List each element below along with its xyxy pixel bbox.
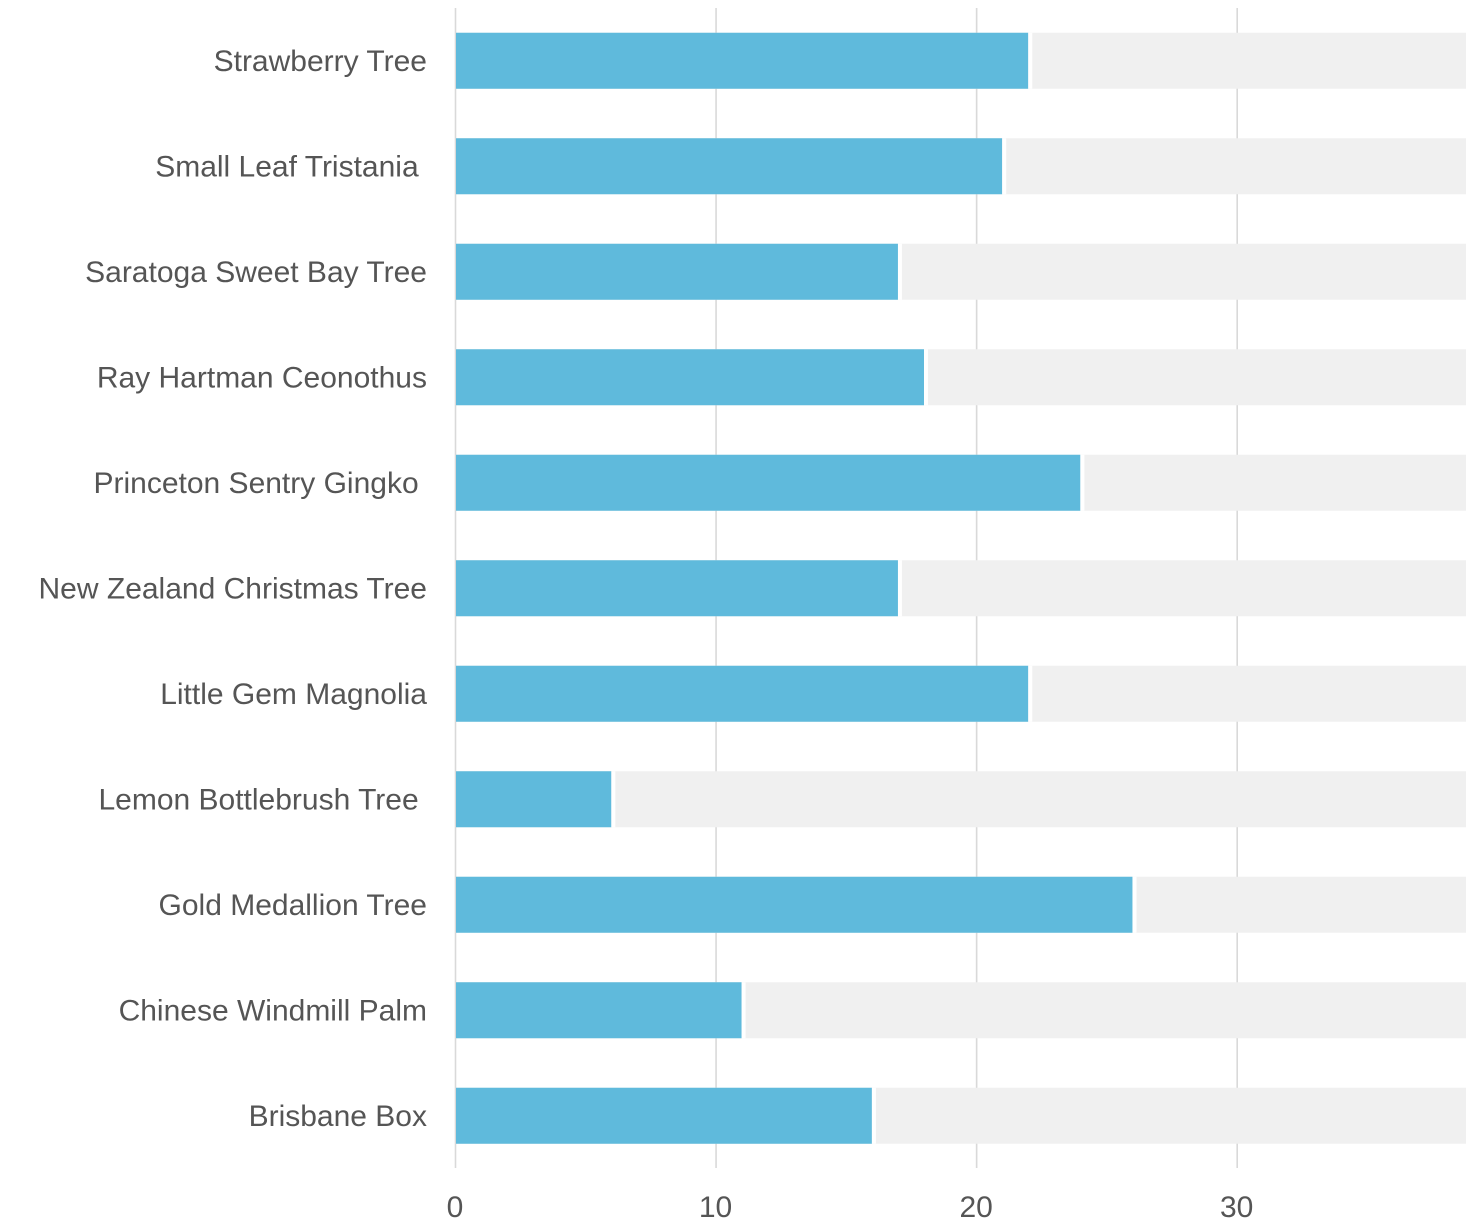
bar: [456, 665, 1029, 722]
category-label: Chinese Windmill Palm: [119, 994, 427, 1027]
bar: [456, 32, 1029, 89]
category-label: Brisbane Box: [249, 1100, 427, 1133]
x-tick-label-30: 30: [1220, 1191, 1253, 1224]
category-label: Princeton Sentry Gingko: [93, 467, 427, 500]
category-label: Ray Hartman Ceonothus: [97, 361, 427, 394]
bar-end-separator: [1002, 138, 1007, 195]
bar: [456, 138, 1003, 195]
x-tick-label-0: 0: [447, 1191, 464, 1224]
bar-end-separator: [871, 1087, 876, 1144]
category-label: Lemon Bottlebrush Tree: [98, 783, 427, 816]
bar-end-separator: [1028, 32, 1033, 89]
category-label: New Zealand Christmas Tree: [39, 572, 427, 605]
category-label: Small Leaf Tristania: [155, 150, 427, 183]
bar: [456, 560, 898, 617]
bar-end-separator: [897, 560, 902, 617]
bar-track: [456, 771, 1466, 828]
bar-end-separator: [924, 349, 929, 406]
bar-end-separator: [897, 243, 902, 300]
category-label: Gold Medallion Tree: [159, 889, 427, 922]
category-label: Strawberry Tree: [214, 45, 427, 78]
category-label: Little Gem Magnolia: [160, 678, 427, 711]
x-axis-ticks: 0 10 20 30: [447, 1191, 1254, 1224]
x-tick-label-10: 10: [699, 1191, 732, 1224]
bars: [456, 32, 1137, 1144]
bar: [456, 982, 742, 1039]
bar-end-separator: [1080, 454, 1085, 511]
bar: [456, 876, 1133, 933]
bar: [456, 243, 898, 300]
bar: [456, 349, 925, 406]
category-label: Saratoga Sweet Bay Tree: [85, 256, 427, 289]
bar-end-separator: [741, 982, 746, 1039]
bar: [456, 454, 1081, 511]
x-tick-label-20: 20: [959, 1191, 992, 1224]
bar-end-separator: [611, 771, 616, 828]
bar: [456, 1087, 872, 1144]
bar: [456, 771, 612, 828]
bar-end-separator: [1132, 876, 1137, 933]
bar-end-separator: [1028, 665, 1033, 722]
category-labels: Strawberry Tree Small Leaf Tristania Sara…: [39, 45, 428, 1133]
